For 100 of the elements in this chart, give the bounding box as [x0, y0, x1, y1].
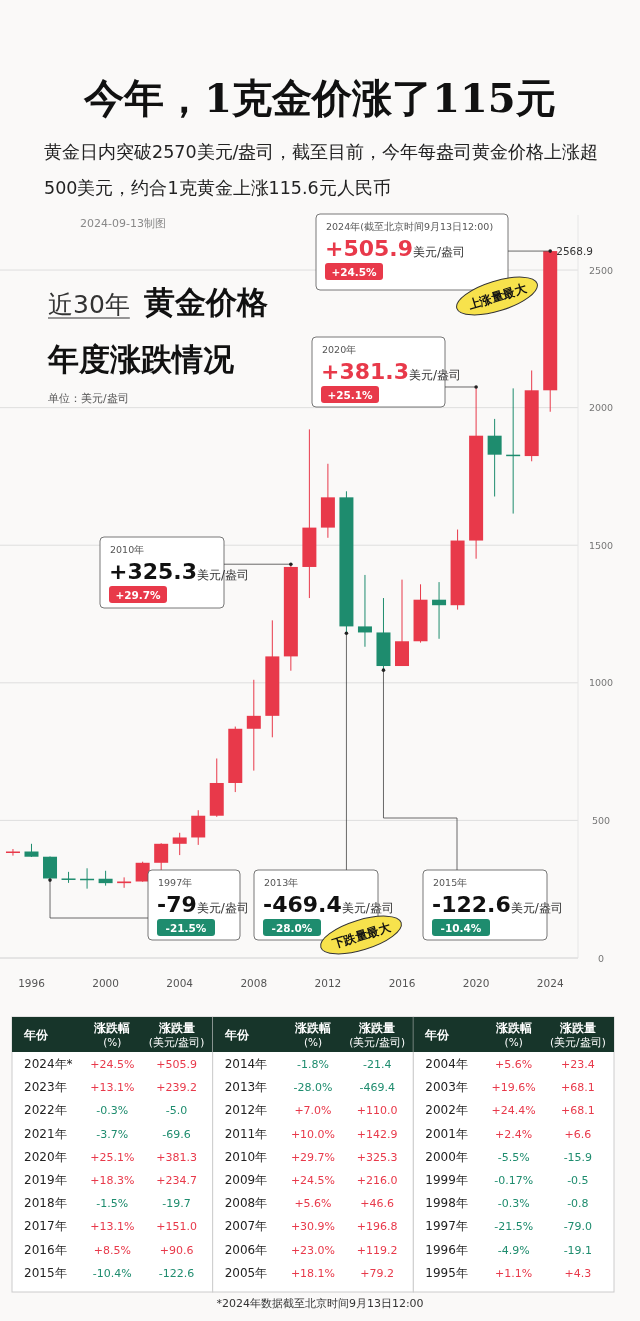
data-label: +1.1% — [495, 1266, 533, 1280]
annotation: -469.4美元/盎司 — [263, 892, 394, 917]
data-label: +325.3 — [356, 1150, 398, 1164]
y-tick-label: 2005年 — [224, 1265, 268, 1280]
y-tick-label: 2010年 — [224, 1149, 268, 1164]
data-label: -15.9 — [563, 1150, 593, 1164]
data-label: +19.6% — [491, 1081, 536, 1095]
y-axis-title: 年份 — [223, 1028, 250, 1042]
candlestick — [357, 574, 372, 648]
x-tick-label: 涨跌幅 (%) — [294, 1021, 331, 1048]
data-label: -122.6 — [158, 1266, 195, 1280]
data-label: +90.6 — [159, 1243, 194, 1257]
data-label: -79.0 — [563, 1220, 593, 1234]
y-tick-label: 1000 — [588, 677, 614, 689]
text: *2024年数据截至北京时间9月13日12:00 — [216, 1297, 424, 1310]
annotation: -79美元/盎司 — [157, 892, 249, 917]
data-label: +24.4% — [491, 1104, 536, 1118]
data-label: -0.3% — [497, 1197, 530, 1211]
y-tick-label: 1500 — [588, 539, 614, 551]
annotation: +505.9美元/盎司 — [325, 236, 466, 261]
y-tick-label: 2016年 — [24, 1242, 67, 1257]
annotation: 2024年(截至北京时间9月13日12:00) — [326, 221, 494, 232]
annotation: 2010年 — [110, 544, 145, 555]
data-label: -19.7 — [162, 1197, 191, 1211]
y-axis-title: 年份 — [424, 1028, 451, 1042]
candlestick — [154, 842, 169, 871]
data-label: +68.1 — [561, 1081, 595, 1095]
data-label: -21.5% — [494, 1220, 534, 1234]
y-tick-label: 1998年 — [425, 1196, 468, 1211]
y-axis-title: 单位：美元/盎司 — [48, 392, 129, 404]
data-label: -1.8% — [297, 1058, 329, 1071]
data-label: +25.1% — [90, 1150, 135, 1164]
data-label: +6.6 — [564, 1127, 592, 1141]
annotation: +381.3美元/盎司 — [321, 359, 462, 384]
data-label: -28.0% — [293, 1081, 333, 1095]
data-label: -4.9% — [497, 1243, 530, 1257]
data-label: -3.7% — [96, 1127, 129, 1141]
data-label: +196.8 — [356, 1220, 398, 1234]
data-label: -69.6 — [162, 1127, 191, 1141]
annotation: +29.7% — [115, 588, 162, 601]
x-tick-label: 涨跌幅 (%) — [494, 1021, 532, 1048]
x-tick-label: 2016 — [388, 977, 416, 989]
y-tick-label: 1996年 — [425, 1242, 468, 1257]
data-label: +18.1% — [290, 1266, 336, 1280]
annotation: +25.1% — [327, 388, 374, 401]
data-label: +29.7% — [290, 1150, 336, 1164]
data-label: +24.5% — [290, 1174, 336, 1187]
data-label: +119.2 — [356, 1243, 398, 1257]
data-label: +216.0 — [356, 1174, 398, 1187]
text: 黄金日内突破2570美元/盎司，截至目前，今年每盎司黄金价格上涨超500美元，约合1克黄金上涨115.6元人民币 — [44, 142, 599, 198]
x-tick-label: 涨跌量 (美元/盎司) — [148, 1021, 205, 1048]
y-tick-label: 0 — [597, 952, 605, 964]
annotation: 2013年 — [264, 877, 299, 888]
y-tick-label: 2012年 — [224, 1103, 268, 1118]
annotation: 下跌量最大 — [329, 919, 393, 952]
data-label: +13.1% — [90, 1220, 135, 1234]
text: 近30年 黄金价格年度涨跌情况 — [47, 284, 268, 377]
data-label: -0.3% — [96, 1104, 129, 1118]
y-tick-label: 2013年 — [224, 1080, 268, 1095]
x-tick-label: 1996 — [18, 977, 46, 989]
y-tick-label: 2023年 — [24, 1080, 67, 1095]
data-label: +10.0% — [290, 1127, 336, 1141]
data-label: +23.0% — [290, 1243, 336, 1257]
y-tick-label: 2008年 — [224, 1196, 268, 1211]
data-label: +5.6% — [294, 1197, 332, 1211]
candlestick — [191, 809, 206, 846]
data-label: +68.1 — [561, 1104, 595, 1118]
data-label: +18.3% — [90, 1174, 135, 1187]
candlestick — [487, 418, 502, 498]
data-label: +7.0% — [294, 1104, 332, 1118]
y-tick-label: 1997年 — [425, 1219, 468, 1234]
y-tick-label: 2018年 — [24, 1196, 67, 1211]
y-tick-label: 2017年 — [24, 1219, 67, 1234]
data-label: +23.4 — [561, 1058, 595, 1071]
annotation: 2024-09-13制图 — [80, 217, 166, 230]
candlestick — [117, 876, 132, 889]
data-label: +151.0 — [156, 1220, 197, 1234]
y-tick-label: 2011年 — [224, 1126, 268, 1141]
y-axis-title: 年份 — [23, 1028, 49, 1042]
data-label: -5.5% — [497, 1150, 530, 1164]
data-label: -21.4 — [362, 1058, 392, 1071]
annotation: -122.6美元/盎司 — [432, 892, 563, 917]
y-tick-label: 1999年 — [425, 1173, 468, 1187]
data-label: +4.3 — [564, 1266, 592, 1280]
y-tick-label: 2021年 — [24, 1126, 67, 1141]
annotation: -10.4% — [440, 921, 482, 934]
candlestick — [43, 855, 58, 881]
data-label: +13.1% — [90, 1081, 135, 1095]
x-tick-label: 2012 — [314, 977, 342, 989]
x-tick-label: 涨跌量 (美元/盎司) — [349, 1021, 406, 1048]
y-tick-label: 1995年 — [425, 1265, 468, 1280]
y-tick-label: 2000年 — [425, 1149, 468, 1164]
y-tick-label: 2009年 — [224, 1173, 268, 1187]
x-tick-label: 涨跌幅 (%) — [93, 1021, 131, 1048]
data-label: +5.6% — [495, 1058, 533, 1071]
data-label: -1.5% — [96, 1197, 129, 1211]
data-label: -5.0 — [165, 1104, 188, 1118]
candlestick — [172, 832, 187, 856]
y-tick-label: 2000 — [588, 402, 614, 414]
data-label: +505.9 — [156, 1058, 197, 1071]
